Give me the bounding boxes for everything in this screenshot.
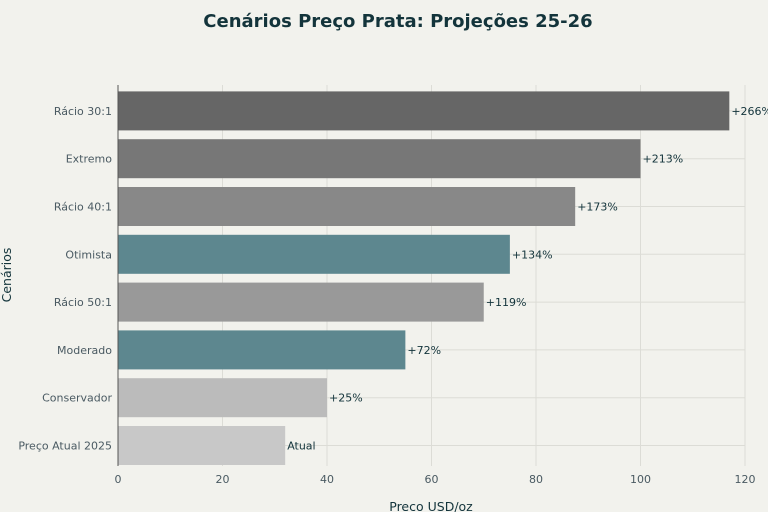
data-label: +134% [512, 248, 553, 261]
x-tick-label: 0 [115, 473, 122, 486]
x-tick-label: 20 [216, 473, 230, 486]
bar [118, 187, 576, 226]
data-label: +213% [643, 153, 684, 166]
y-axis-label: Cenários [0, 248, 14, 303]
x-tick-label: 60 [425, 473, 439, 486]
x-tick-label: 80 [529, 473, 543, 486]
data-label: +72% [407, 344, 441, 357]
bar [118, 330, 406, 370]
x-axis-label: Preco USD/oz [389, 499, 473, 512]
bar [118, 234, 510, 274]
category-label: Moderado [57, 344, 112, 357]
x-tick-label: 100 [630, 473, 651, 486]
chart-title: Cenários Preço Prata: Projeções 25-26 [203, 11, 592, 32]
bar [118, 282, 484, 322]
x-tick-label: 120 [735, 473, 756, 486]
category-label: Rácio 50:1 [54, 296, 112, 309]
data-label: +173% [577, 201, 618, 214]
bars: Rácio 30:1 +266% Extremo +213% Rácio 40:1 +17… [18, 91, 768, 465]
bar [118, 378, 327, 418]
bar [118, 91, 730, 131]
category-label: Rácio 30:1 [54, 105, 112, 118]
data-label: +119% [486, 296, 527, 309]
category-label: Preço Atual 2025 [18, 440, 112, 453]
bar [118, 139, 641, 179]
bar [118, 426, 286, 465]
x-tick-labels: 0 20 40 60 80 100 120 [115, 473, 756, 486]
x-tick-label: 40 [320, 473, 334, 486]
category-label: Conservador [42, 392, 112, 405]
category-label: Otimista [65, 248, 112, 261]
data-label: +266% [731, 105, 768, 118]
category-label: Rácio 40:1 [54, 201, 112, 214]
category-label: Extremo [66, 153, 113, 166]
data-label: Atual [287, 440, 315, 453]
data-label: +25% [329, 392, 363, 405]
